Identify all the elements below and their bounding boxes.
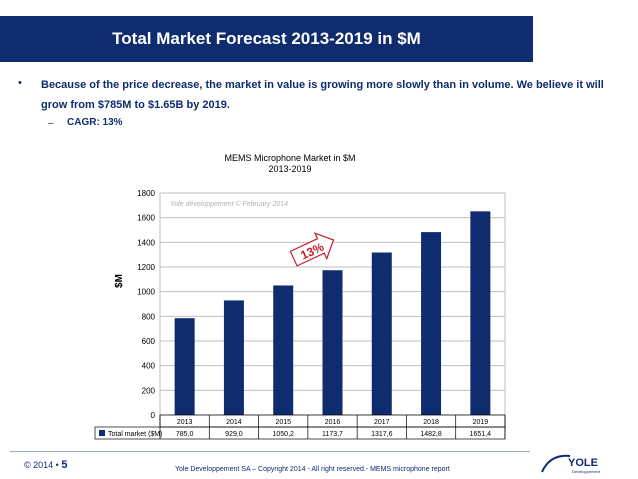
chart-subtitle: 2013-2019 [268, 164, 311, 174]
bullet-marker: • [18, 77, 22, 89]
page-number: 5 [61, 459, 68, 471]
x-tick-label: 2014 [226, 419, 242, 426]
y-tick-label: 1800 [137, 189, 155, 198]
logo-text: YOLE [568, 457, 598, 469]
title-bar-spacer [533, 16, 638, 62]
copyright-text: © 2014 • [24, 460, 59, 470]
bar [273, 285, 294, 415]
footer-text: Yole Developpement SA – Copyright 2014 -… [175, 466, 450, 473]
logo-subtext: Développement [572, 469, 601, 474]
x-tick-label: 2015 [275, 419, 291, 426]
x-tick-label: 2017 [374, 419, 390, 426]
bar [470, 211, 491, 415]
bar [223, 300, 244, 415]
data-label: 1050,2 [273, 431, 295, 438]
data-label: 785,0 [176, 431, 194, 438]
bar [174, 318, 195, 415]
title-bar: Total Market Forecast 2013-2019 in $M [0, 16, 533, 62]
chart-title: MEMS Microphone Market in $M [224, 153, 355, 163]
y-tick-label: 200 [142, 386, 156, 395]
y-tick-label: 600 [142, 337, 156, 346]
y-tick-label: 1200 [137, 263, 155, 272]
x-tick-label: 2019 [473, 419, 489, 426]
cagr-arrow-shape [289, 232, 335, 267]
bullet-text: Because of the price decrease, the marke… [41, 79, 604, 111]
y-axis-label: $M [114, 274, 125, 288]
legend-label: Total market ($M) [108, 431, 162, 438]
bar [371, 252, 392, 415]
data-label: 1482,8 [420, 431, 442, 438]
sub-bullet-text: CAGR: 13% [67, 117, 123, 128]
y-tick-label: 800 [142, 312, 156, 321]
x-tick-label: 2018 [423, 419, 439, 426]
cagr-arrow: 13% [289, 232, 335, 267]
data-label: 1173,7 [322, 431, 343, 438]
y-tick-label: 400 [142, 362, 156, 371]
y-tick-label: 1400 [137, 238, 155, 247]
y-tick-label: 1600 [137, 214, 155, 223]
y-tick-label: 1000 [137, 288, 155, 297]
x-tick-label: 2013 [177, 419, 193, 426]
footer-copyright: © 2014 • 5 [24, 459, 67, 471]
footer-rule [10, 451, 530, 452]
sub-bullet-marker: – [48, 118, 54, 129]
x-tick-label: 2016 [325, 419, 341, 426]
watermark: Yole développement © February 2014 [170, 200, 288, 208]
data-label: 929,0 [225, 431, 243, 438]
bar [322, 270, 343, 415]
legend-swatch [99, 430, 105, 436]
data-label: 1317,6 [371, 431, 393, 438]
data-label: 1651,4 [470, 431, 492, 438]
bar [421, 232, 442, 415]
slide-title: Total Market Forecast 2013-2019 in $M [112, 29, 421, 48]
yole-logo: YOLE Développement [540, 452, 630, 476]
y-tick-label: 0 [151, 411, 156, 420]
